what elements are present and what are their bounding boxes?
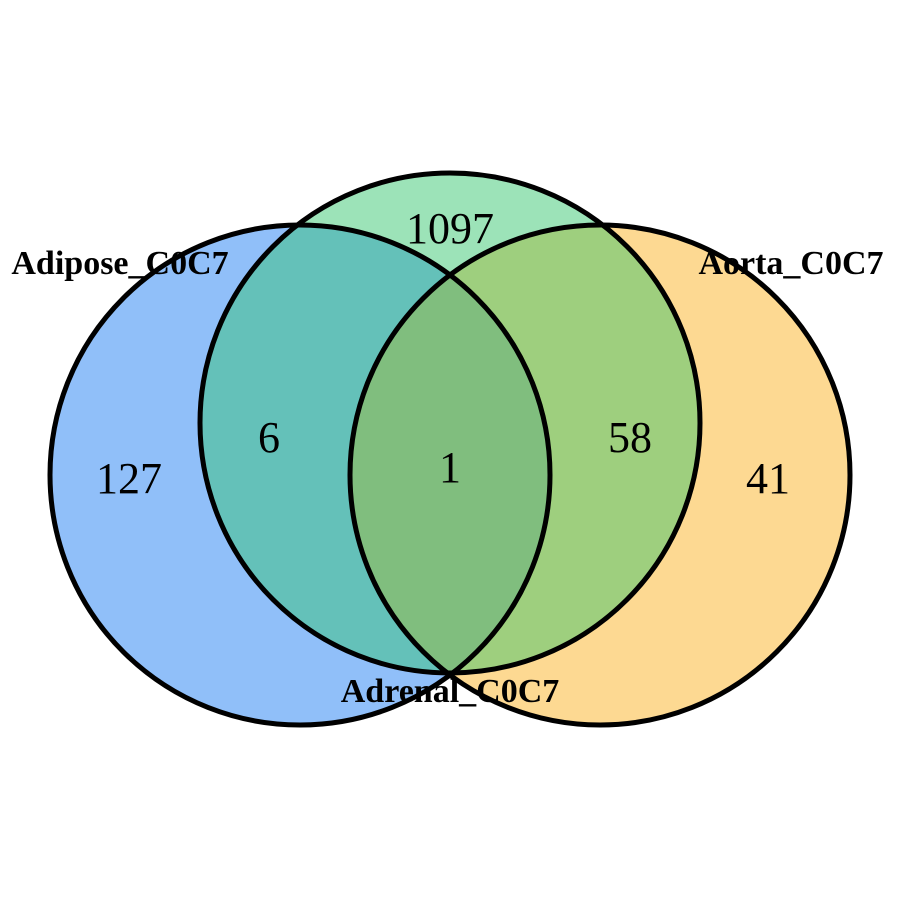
- count-adipose-only: 127: [96, 454, 162, 503]
- aorta-outline: [347, 222, 853, 728]
- count-adrenal-only: 1097: [406, 204, 494, 253]
- all-three-overlap: [350, 225, 550, 673]
- set-label-adrenal: Adrenal_C0C7: [341, 673, 560, 710]
- set-label-adipose: Adipose_C0C7: [11, 245, 228, 282]
- count-all-three: 1: [439, 443, 461, 492]
- count-adrenal-aorta: 58: [608, 413, 652, 462]
- count-adipose-adrenal: 6: [258, 413, 280, 462]
- count-aorta-only: 41: [746, 454, 790, 503]
- set-label-aorta: Aorta_C0C7: [698, 245, 883, 282]
